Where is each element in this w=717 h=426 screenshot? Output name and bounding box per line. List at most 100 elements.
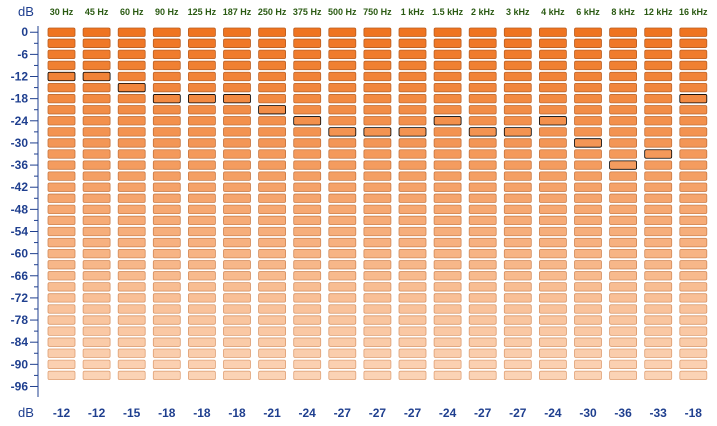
level-segment xyxy=(433,38,462,48)
value-label: -24 xyxy=(439,406,457,420)
peak-marker xyxy=(679,94,708,104)
value-label: -18 xyxy=(158,406,176,420)
level-segment xyxy=(82,94,111,104)
level-columns xyxy=(47,27,708,381)
level-segment xyxy=(152,226,181,237)
level-column xyxy=(47,27,76,381)
db-tick-label: -54 xyxy=(11,224,29,238)
level-segment xyxy=(468,237,497,248)
level-segment xyxy=(223,182,251,192)
level-segment xyxy=(679,138,708,148)
level-segment xyxy=(363,315,392,325)
level-segment xyxy=(117,226,146,237)
level-segment xyxy=(152,27,181,37)
level-segment xyxy=(293,226,322,237)
level-segment xyxy=(644,326,673,336)
peak-marker xyxy=(187,94,216,104)
db-tick-label: -18 xyxy=(11,92,29,106)
level-segment xyxy=(293,282,322,292)
level-segment xyxy=(433,193,462,203)
level-column xyxy=(644,27,673,381)
level-segment xyxy=(223,326,251,336)
level-segment xyxy=(468,315,497,325)
peak-marker xyxy=(468,127,497,137)
level-segment xyxy=(47,315,76,325)
level-segment xyxy=(433,160,462,170)
level-column xyxy=(433,27,462,381)
db-tick-label: -72 xyxy=(11,291,29,305)
level-segment xyxy=(187,271,216,281)
level-segment xyxy=(187,60,216,71)
level-segment xyxy=(47,116,76,126)
db-tick-label: -60 xyxy=(11,247,29,261)
level-segment xyxy=(398,160,427,170)
level-segment xyxy=(223,315,251,325)
level-segment xyxy=(363,293,392,303)
level-segment xyxy=(398,182,427,192)
level-segment xyxy=(503,60,532,71)
level-segment xyxy=(468,138,497,148)
level-column xyxy=(609,27,637,381)
level-segment xyxy=(574,94,602,104)
level-segment xyxy=(468,370,497,381)
level-segment xyxy=(609,248,637,259)
level-segment xyxy=(679,127,708,137)
level-segment xyxy=(328,348,357,358)
level-segment xyxy=(328,293,357,303)
value-label: -27 xyxy=(334,406,352,420)
level-segment xyxy=(468,105,497,115)
level-segment xyxy=(187,226,216,237)
level-segment xyxy=(679,71,708,82)
level-segment xyxy=(82,49,111,60)
value-label: -21 xyxy=(263,406,281,420)
level-segment xyxy=(223,237,251,248)
band-label: 30 Hz xyxy=(50,7,74,17)
level-segment xyxy=(539,237,567,248)
level-segment xyxy=(644,27,673,37)
level-segment xyxy=(258,348,287,358)
level-segment xyxy=(363,304,392,314)
level-segment xyxy=(223,293,251,303)
level-segment xyxy=(644,160,673,170)
level-segment xyxy=(609,359,637,369)
level-segment xyxy=(644,215,673,226)
level-segment xyxy=(117,248,146,259)
level-segment xyxy=(363,27,392,37)
level-segment xyxy=(293,171,322,181)
level-segment xyxy=(152,271,181,281)
level-segment xyxy=(433,171,462,181)
level-segment xyxy=(187,127,216,137)
level-segment xyxy=(398,60,427,71)
level-segment xyxy=(82,116,111,126)
band-label: 375 Hz xyxy=(293,7,322,17)
level-segment xyxy=(679,60,708,71)
level-segment xyxy=(82,193,111,203)
level-segment xyxy=(223,160,251,170)
level-segment xyxy=(223,71,251,82)
level-segment xyxy=(468,94,497,104)
level-segment xyxy=(258,337,287,347)
level-segment xyxy=(47,326,76,336)
level-segment xyxy=(503,271,532,281)
level-segment xyxy=(539,337,567,347)
level-segment xyxy=(117,60,146,71)
level-segment xyxy=(293,49,322,60)
level-segment xyxy=(363,260,392,270)
level-segment xyxy=(468,38,497,48)
level-segment xyxy=(468,82,497,93)
level-segment xyxy=(468,27,497,37)
level-segment xyxy=(258,260,287,270)
level-segment xyxy=(503,27,532,37)
level-segment xyxy=(328,260,357,270)
level-segment xyxy=(433,260,462,270)
level-segment xyxy=(47,27,76,37)
level-segment xyxy=(82,149,111,159)
level-segment xyxy=(152,160,181,170)
level-segment xyxy=(328,138,357,148)
level-segment xyxy=(82,304,111,314)
level-segment xyxy=(258,138,287,148)
level-segment xyxy=(468,337,497,347)
level-segment xyxy=(82,348,111,358)
level-segment xyxy=(363,38,392,48)
level-segment xyxy=(117,271,146,281)
